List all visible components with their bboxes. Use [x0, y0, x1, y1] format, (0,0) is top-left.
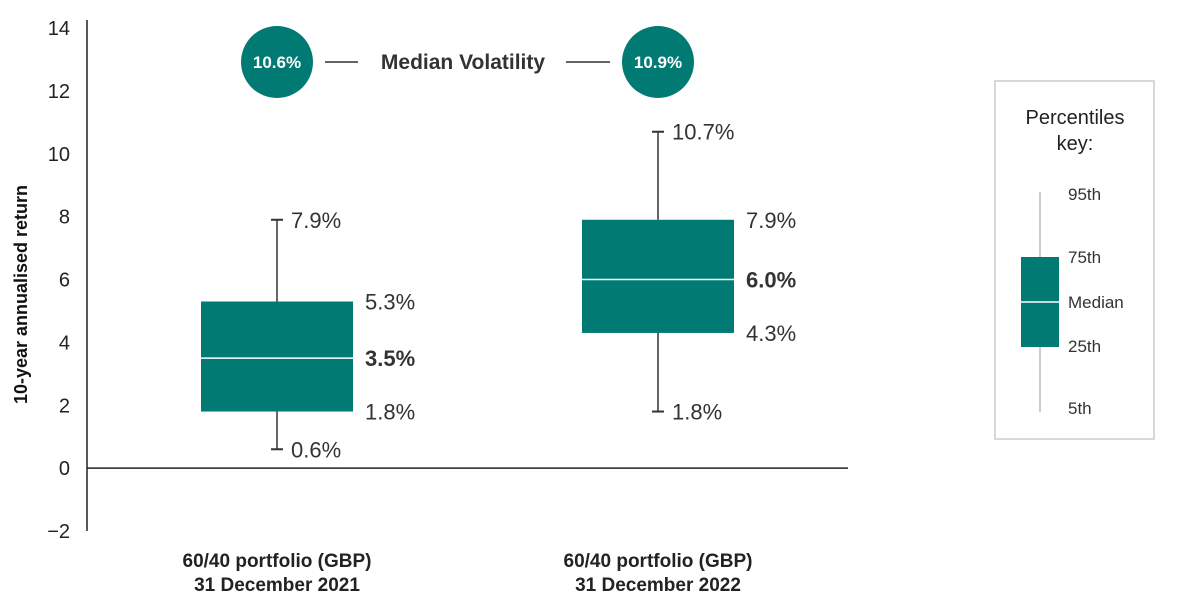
- category-label-line1: 60/40 portfolio (GBP): [183, 551, 372, 572]
- legend-label-p75: 75th: [1068, 248, 1101, 267]
- p95-label: 7.9%: [291, 208, 341, 233]
- volatility-value: 10.6%: [253, 53, 301, 72]
- volatility-bubble: [241, 26, 313, 98]
- y-tick-label: −2: [47, 521, 70, 543]
- volatility-value: 10.9%: [634, 53, 682, 72]
- iqr-box: [201, 301, 353, 412]
- volatility-title: Median Volatility: [381, 51, 545, 74]
- legend-label-median: Median: [1068, 293, 1124, 312]
- box-plot-2: 10.7% 7.9% 6.0% 4.3% 1.8%: [582, 120, 796, 425]
- y-tick-label: 6: [59, 270, 70, 292]
- category-label-line2: 31 December 2022: [575, 575, 741, 596]
- y-tick-label: 2: [59, 395, 70, 417]
- axis-layer: −2 0 2 4 6 8 10 12 14 10-year annualised return 60…: [11, 18, 848, 596]
- legend-label-p95: 95th: [1068, 185, 1101, 204]
- y-axis-title: 10-year annualised return: [11, 185, 31, 404]
- p5-label: 1.8%: [672, 400, 722, 425]
- box-layer: 7.9% 5.3% 3.5% 1.8% 0.6% 10.7% 7.9% 6.0% 4.3% 1.8…: [201, 120, 796, 462]
- category-label-line2: 31 December 2021: [194, 575, 360, 596]
- y-tick-label: 10: [48, 144, 70, 166]
- y-tick-label: 4: [59, 332, 70, 354]
- iqr-box: [582, 219, 734, 333]
- y-tick-label: 8: [59, 207, 70, 229]
- median-label: 6.0%: [746, 268, 796, 293]
- volatility-bubble: [622, 26, 694, 98]
- box-plot-1: 7.9% 5.3% 3.5% 1.8% 0.6%: [201, 208, 415, 462]
- y-tick-label: 14: [48, 18, 70, 40]
- volatility-annotation: 10.6% 10.9% Median Volatility: [241, 26, 694, 98]
- p25-label: 1.8%: [365, 400, 415, 425]
- y-tick-label: 12: [48, 81, 70, 103]
- legend-label-p25: 25th: [1068, 337, 1101, 356]
- p75-label: 7.9%: [746, 208, 796, 233]
- y-tick-label: 0: [59, 458, 70, 480]
- legend-title-line2: key:: [1057, 133, 1094, 155]
- p75-label: 5.3%: [365, 290, 415, 315]
- p5-label: 0.6%: [291, 437, 341, 462]
- legend-label-p5: 5th: [1068, 399, 1092, 418]
- percentiles-legend: Percentiles key: 95th 75th Median 25th 5th: [994, 80, 1155, 440]
- p95-label: 10.7%: [672, 120, 734, 145]
- median-label: 3.5%: [365, 346, 415, 371]
- p25-label: 4.3%: [746, 321, 796, 346]
- category-label-line1: 60/40 portfolio (GBP): [564, 551, 753, 572]
- legend-title-line1: Percentiles: [1026, 107, 1125, 129]
